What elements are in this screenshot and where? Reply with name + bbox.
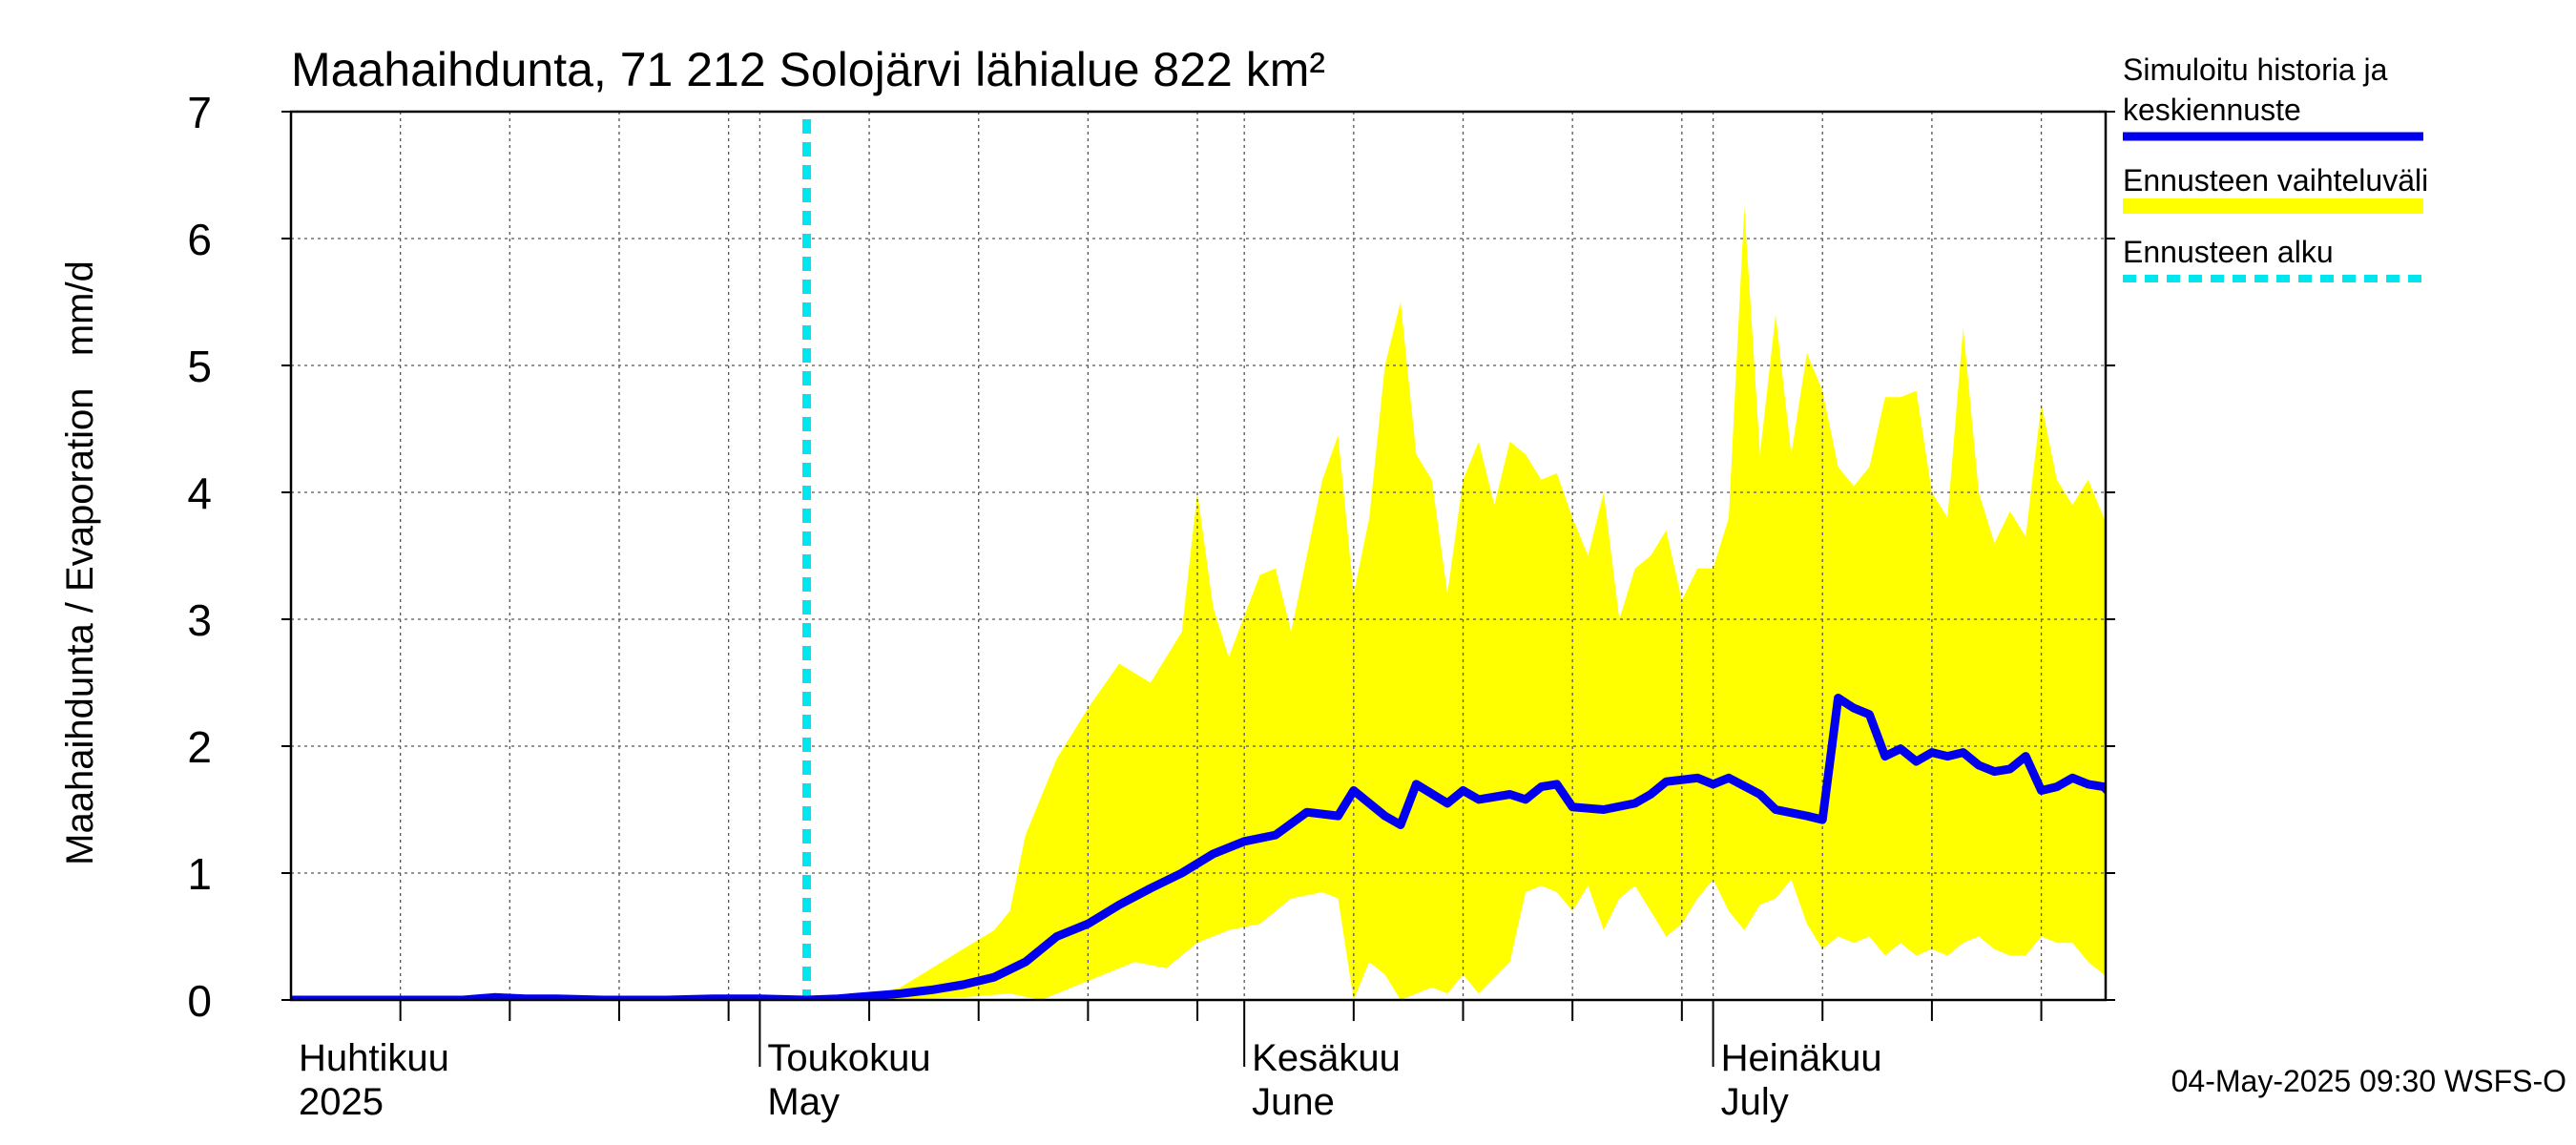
y-tick-label: 5 [187, 342, 212, 391]
y-tick-label: 3 [187, 595, 212, 645]
legend: Simuloitu historia ja keskiennuste Ennus… [2123, 52, 2428, 282]
legend-label-range: Ennusteen vaihteluväli [2123, 163, 2428, 198]
y-tick-label: 7 [187, 88, 212, 137]
chart-title: Maahaihdunta, 71 212 Solojärvi lähialue … [291, 43, 1325, 96]
y-tick-label: 1 [187, 849, 212, 899]
y-tick-label: 0 [187, 976, 212, 1026]
month-label-en: June [1252, 1081, 1335, 1123]
y-axis-label: Maahaihdunta / Evaporation mm/d [59, 260, 101, 865]
month-label-en: July [1721, 1081, 1789, 1123]
y-tick-label: 4 [187, 468, 212, 518]
y-tick-label: 6 [187, 215, 212, 264]
footer-timestamp: 04-May-2025 09:30 WSFS-O [2171, 1064, 2566, 1098]
month-label-en: May [767, 1081, 840, 1123]
month-label-en: 2025 [299, 1081, 384, 1123]
plot-frame [289, 110, 2108, 1002]
legend-label-simulated-line2: keskiennuste [2123, 93, 2301, 127]
y-tick-label: 2 [187, 722, 212, 772]
simulated-mean-line [291, 694, 2106, 1000]
month-label-fi: Huhtikuu [299, 1037, 449, 1079]
month-label-fi: Toukokuu [767, 1037, 930, 1079]
month-label-fi: Kesäkuu [1252, 1037, 1401, 1079]
forecast-range-area [806, 206, 2106, 1000]
legend-label-start: Ennusteen alku [2123, 235, 2334, 269]
legend-label-simulated-line1: Simuloitu historia ja [2123, 52, 2388, 87]
month-label-fi: Heinäkuu [1721, 1037, 1882, 1079]
